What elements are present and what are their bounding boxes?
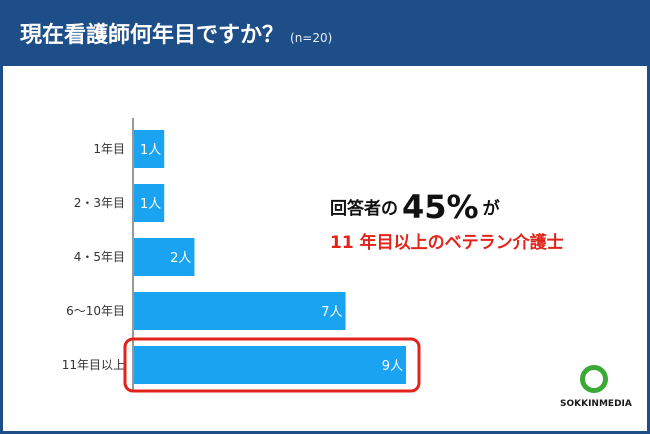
- bar-value-label: 2人: [170, 251, 191, 266]
- title-text: 現在看護師何年目ですか？: [20, 23, 285, 48]
- sample-size: (n=20): [290, 31, 333, 45]
- category-label: 1年目: [93, 142, 125, 156]
- bar: [134, 184, 165, 222]
- category-label: 4・5年目: [74, 250, 125, 264]
- bar-value-label: 9人: [382, 359, 403, 374]
- category-label: 2・3年目: [74, 196, 125, 210]
- bar: [134, 292, 346, 330]
- bar: [134, 346, 406, 384]
- bar: [134, 238, 195, 276]
- callout-percentage: 45%: [402, 188, 479, 226]
- callout-suffix: が: [482, 199, 500, 219]
- callout-line-1: 回答者の 45% が: [330, 188, 500, 226]
- logo-ring-icon: [580, 365, 608, 393]
- logo-text: SOKKINMEDIA: [560, 399, 632, 409]
- callout-line-2: 11 年目以上のベテラン介護士: [330, 233, 564, 253]
- bar-value-label: 1人: [140, 143, 161, 158]
- bar-value-label: 1人: [140, 197, 161, 212]
- category-label: 6〜10年目: [66, 304, 125, 318]
- page-title: 現在看護師何年目ですか？ (n=20): [20, 17, 332, 49]
- header-bar: 現在看護師何年目ですか？ (n=20): [0, 0, 650, 66]
- category-label: 11年目以上: [62, 358, 125, 372]
- bar: [134, 130, 165, 168]
- highlight-box: [123, 337, 421, 393]
- callout-prefix: 回答者の: [330, 199, 398, 219]
- bar-value-label: 7人: [321, 305, 342, 320]
